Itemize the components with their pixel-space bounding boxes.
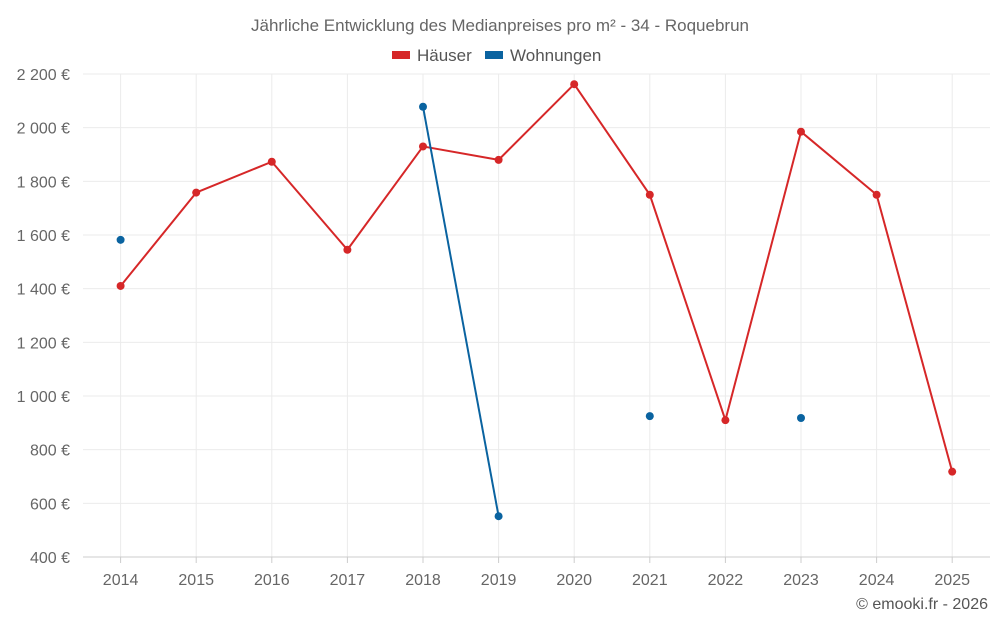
y-tick-label: 2 000 € — [17, 121, 70, 138]
x-tick-label: 2017 — [330, 572, 366, 589]
data-point[interactable] — [645, 412, 654, 421]
legend-item-wohnungen[interactable]: Wohnungen — [485, 46, 601, 65]
series-1 — [116, 102, 805, 521]
data-point[interactable] — [267, 157, 276, 166]
data-point[interactable] — [343, 245, 352, 254]
series — [116, 80, 957, 521]
x-tick-label: 2019 — [481, 572, 517, 589]
data-point[interactable] — [192, 188, 201, 197]
data-point[interactable] — [797, 127, 805, 136]
legend-item-haeuser[interactable]: Häuser — [392, 46, 472, 65]
y-tick-label: 1 600 € — [17, 228, 70, 245]
series-line — [422, 106, 500, 517]
x-tick-label: 2014 — [103, 572, 139, 589]
data-point[interactable] — [116, 235, 125, 244]
x-tick-label: 2024 — [859, 572, 895, 589]
legend-swatch-haeuser — [392, 51, 410, 59]
data-point[interactable] — [419, 102, 427, 111]
x-tick-label: 2023 — [783, 572, 819, 589]
y-tick-label: 1 400 € — [17, 282, 70, 299]
legend-swatch-wohnungen — [485, 51, 503, 59]
axes: 400 € 600 € 800 € 1 000 € 1 200 € 1 400 € 1 60… — [17, 67, 990, 589]
y-tick-label: 1 800 € — [17, 174, 70, 191]
y-tick-label: 400 € — [30, 550, 70, 567]
data-point[interactable] — [116, 281, 125, 290]
legend-label-haeuser: Häuser — [417, 46, 472, 65]
series-line — [119, 83, 954, 472]
data-point[interactable] — [645, 190, 654, 199]
credit-text: © emooki.fr - 2026 — [856, 596, 988, 613]
data-point[interactable] — [570, 80, 579, 89]
y-tick-label: 1 200 € — [17, 335, 70, 352]
y-tick-label: 1 000 € — [17, 389, 70, 406]
y-tick-label: 600 € — [30, 496, 70, 513]
data-point[interactable] — [494, 512, 503, 521]
data-point[interactable] — [419, 142, 427, 151]
series-0 — [116, 80, 957, 476]
x-tick-label: 2016 — [254, 572, 290, 589]
data-point[interactable] — [872, 190, 881, 199]
x-tick-label: 2020 — [556, 572, 592, 589]
data-point[interactable] — [494, 155, 503, 164]
x-tick-label: 2021 — [632, 572, 668, 589]
x-tick-label: 2022 — [708, 572, 744, 589]
x-tick-label: 2015 — [178, 572, 214, 589]
x-tick-label: 2018 — [405, 572, 441, 589]
data-point[interactable] — [797, 414, 805, 423]
data-point[interactable] — [721, 416, 730, 425]
grid — [83, 73, 990, 558]
legend-label-wohnungen: Wohnungen — [510, 46, 601, 65]
data-point[interactable] — [948, 467, 957, 476]
legend: Häuser Wohnungen — [392, 46, 601, 65]
y-tick-label: 800 € — [30, 443, 70, 460]
chart-title: Jährliche Entwicklung des Medianpreises … — [251, 16, 749, 35]
x-tick-label: 2025 — [934, 572, 970, 589]
y-tick-label: 2 200 € — [17, 67, 70, 84]
